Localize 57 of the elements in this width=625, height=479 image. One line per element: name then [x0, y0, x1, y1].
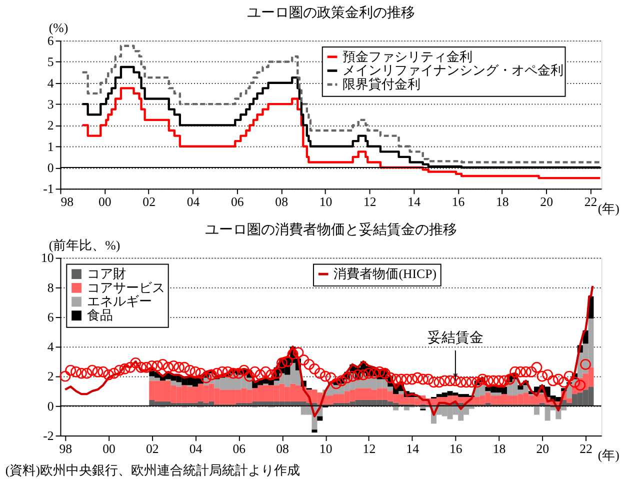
y-tick-label: 1 [47, 140, 54, 154]
x-tick-label: 00 [98, 194, 112, 209]
y-tick-label: 8 [47, 280, 54, 295]
y-tick-label: 5 [47, 55, 54, 70]
x-tick-label: 16 [452, 194, 466, 209]
x-tick-label: 14 [408, 194, 422, 209]
legend-label: コアサービス [86, 280, 165, 295]
y-tick-label: 6 [47, 310, 54, 324]
y-tick-label: 2 [47, 370, 54, 384]
y-tick-label: 4 [47, 340, 54, 354]
y-tick-label: -1 [43, 182, 54, 196]
x-tick-label: 20 [536, 442, 550, 456]
legend-label: メインリファイナンシング・オペ金利 [342, 64, 564, 78]
x-tick-label: 00 [102, 442, 116, 456]
x-tick-label: 22 [580, 442, 592, 456]
x-tick-label: 20 [540, 194, 553, 209]
x-tick-label: 08 [276, 442, 289, 456]
x-tick-label: 18 [496, 194, 509, 209]
legend-label: 食品 [86, 308, 113, 322]
y-tick-label: -2 [43, 428, 54, 443]
y-tick-label: 6 [47, 34, 54, 48]
legend-label: コア財 [86, 267, 126, 282]
x-axis-title: (年) [598, 202, 620, 216]
x-tick-label: 12 [362, 442, 376, 456]
x-tick-label: 08 [275, 194, 288, 209]
y-tick-label: 2 [47, 118, 54, 133]
x-tick-label: 14 [406, 442, 420, 456]
x-tick-label: 98 [59, 442, 72, 456]
text: (資料)欧州中央銀行、欧州連合統計局統計より作成 [5, 464, 300, 478]
x-tick-label: 22 [584, 194, 598, 209]
x-tick-label: 98 [60, 194, 74, 209]
chart-title: ユーロ圏の政策金利の推移 [246, 4, 415, 20]
y-tick-label: 4 [47, 76, 54, 90]
x-tick-label: 02 [146, 442, 159, 456]
y-axis-title: (%) [48, 21, 68, 36]
legend-label: 消費者物価(HICP) [334, 267, 437, 282]
x-tick-label: 02 [142, 194, 156, 209]
x-tick-label: 10 [319, 194, 332, 209]
y-tick-label: 10 [40, 251, 54, 266]
x-tick-label: 10 [319, 442, 332, 456]
x-tick-label: 06 [230, 194, 244, 209]
chart-title: ユーロ圏の消費者物価と妥結賃金の推移 [204, 222, 457, 238]
x-tick-label: 04 [189, 442, 203, 456]
y-tick-label: 3 [47, 97, 54, 112]
x-axis-title: (年) [598, 448, 620, 463]
x-tick-label: 16 [450, 442, 463, 456]
legend-label: 限界貸付金利 [342, 77, 421, 92]
y-tick-label: 0 [47, 160, 54, 175]
y-tick-label: 0 [47, 399, 54, 414]
x-tick-label: 12 [363, 194, 376, 209]
x-tick-label: 04 [186, 194, 200, 209]
x-tick-label: 18 [492, 442, 506, 456]
x-tick-label: 06 [232, 442, 246, 456]
legend-label: 預金ファシリティ金利 [342, 50, 473, 64]
legend-label: エネルギー [86, 294, 152, 309]
annotation: 妥結賃金 [427, 330, 484, 346]
y-axis-title: (前年比、%) [48, 238, 120, 252]
